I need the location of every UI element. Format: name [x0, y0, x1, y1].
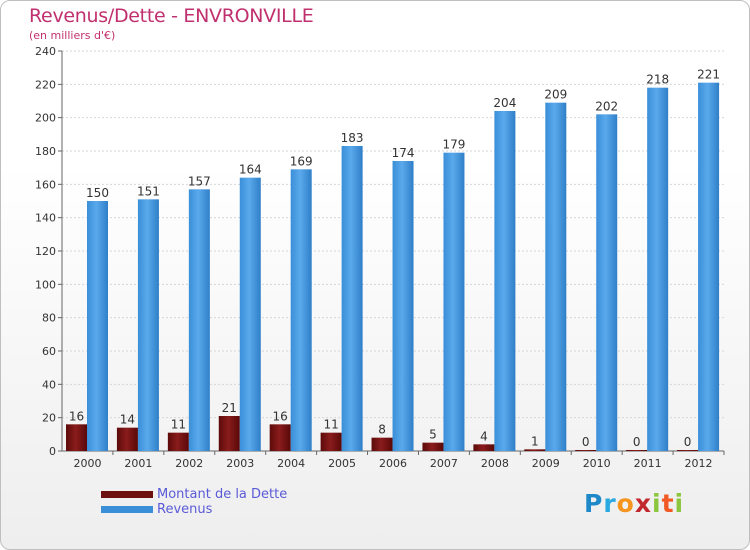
legend-swatch-debt — [101, 491, 153, 498]
y-tick-label: 100 — [35, 278, 56, 291]
data-label-revenue: 164 — [239, 163, 262, 177]
data-label-debt: 5 — [429, 428, 437, 442]
bar-debt — [575, 450, 597, 451]
data-label-revenue: 218 — [646, 73, 669, 87]
data-label-revenue: 179 — [443, 138, 466, 152]
bar-debt — [218, 416, 240, 451]
y-tick-label: 20 — [42, 412, 56, 425]
bar-debt — [626, 450, 648, 451]
x-tick-label: 2011 — [634, 457, 662, 470]
data-label-debt: 16 — [69, 409, 84, 423]
bar-revenue — [392, 161, 414, 451]
data-label-debt: 0 — [582, 435, 590, 449]
x-tick-label: 2007 — [430, 457, 458, 470]
bar-debt — [269, 424, 291, 451]
data-label-debt: 11 — [171, 418, 186, 432]
x-tick-label: 2012 — [685, 457, 713, 470]
bar-revenue — [647, 87, 669, 452]
data-label-debt: 4 — [480, 429, 488, 443]
y-tick-label: 240 — [35, 45, 56, 58]
logo-letter: o — [616, 489, 635, 518]
bar-debt — [320, 432, 342, 451]
y-tick-label: 40 — [42, 378, 56, 391]
x-tick-label: 2002 — [175, 457, 203, 470]
data-label-debt: 21 — [222, 401, 237, 415]
bar-revenue — [596, 114, 618, 451]
chart-title: Revenus/Dette - ENVRONVILLE — [29, 5, 314, 27]
bar-debt — [422, 442, 444, 451]
bar-debt — [677, 450, 699, 451]
legend-item-revenue: Revenus — [101, 502, 212, 517]
logo-letter: i — [652, 489, 662, 518]
chart-subtitle: (en milliers d'€) — [29, 29, 116, 42]
bar-revenue — [239, 177, 261, 451]
data-label-debt: 0 — [684, 435, 692, 449]
data-label-revenue: 202 — [595, 99, 618, 113]
legend-item-debt: Montant de la Dette — [101, 487, 287, 502]
x-tick-label: 2004 — [277, 457, 305, 470]
bar-revenue — [698, 82, 720, 452]
y-tick-label: 80 — [42, 312, 56, 325]
bars — [66, 82, 720, 452]
data-label-revenue: 209 — [544, 88, 567, 102]
x-tick-label: 2003 — [226, 457, 254, 470]
x-tick-label: 2008 — [481, 457, 509, 470]
bar-revenue — [341, 146, 363, 451]
data-label-debt: 14 — [120, 413, 135, 427]
logo-letter: P — [584, 489, 604, 518]
bar-revenue — [290, 169, 312, 452]
proxiti-logo: Proxiti — [584, 489, 684, 518]
bar-debt — [116, 427, 138, 451]
y-tick-label: 160 — [35, 178, 56, 191]
logo-letter: r — [603, 489, 617, 518]
x-tick-label: 2001 — [124, 457, 152, 470]
y-tick-label: 120 — [35, 245, 56, 258]
legend-swatch-revenue — [101, 506, 153, 513]
y-tick-label: 60 — [42, 345, 56, 358]
y-tick-label: 200 — [35, 112, 56, 125]
bar-debt — [66, 424, 87, 451]
bar-revenue — [443, 152, 465, 451]
data-label-debt: 16 — [273, 409, 288, 423]
bar-revenue — [137, 199, 159, 451]
data-labels: 16 150 14 151 11 157 21 164 16 169 11 183 8 174 5 179 4 2… — [69, 68, 720, 449]
data-label-revenue: 204 — [493, 96, 516, 110]
data-label-revenue: 151 — [137, 184, 160, 198]
data-label-revenue: 174 — [392, 146, 415, 160]
bar-debt — [524, 449, 546, 451]
x-tick-label: 2000 — [73, 457, 101, 470]
y-tick-label: 220 — [35, 78, 56, 91]
legend-label-debt: Montant de la Dette — [157, 487, 288, 502]
bar-debt — [371, 437, 393, 451]
y-tick-label: 0 — [49, 445, 56, 458]
data-label-debt: 0 — [633, 435, 641, 449]
bar-debt — [473, 444, 495, 451]
data-label-debt: 8 — [378, 423, 386, 437]
data-label-revenue: 183 — [341, 131, 364, 145]
legend-label-revenue: Revenus — [157, 502, 213, 517]
data-label-revenue: 150 — [86, 186, 109, 200]
bar-revenue — [188, 189, 210, 452]
data-label-debt: 11 — [323, 418, 338, 432]
x-tick-label: 2006 — [379, 457, 407, 470]
bar-debt — [167, 432, 189, 451]
data-label-debt: 1 — [531, 434, 539, 448]
data-label-revenue: 157 — [188, 174, 211, 188]
logo-letter: x — [634, 489, 652, 518]
bar-revenue — [545, 102, 567, 452]
y-tick-label: 180 — [35, 145, 56, 158]
x-tick-label: 2010 — [583, 457, 611, 470]
y-tick-label: 140 — [35, 212, 56, 225]
logo-letter: i — [674, 489, 685, 518]
logo-letter: t — [661, 489, 675, 518]
x-tick-label: 2005 — [328, 457, 356, 470]
bar-revenue — [87, 201, 108, 451]
bar-revenue — [494, 111, 516, 451]
data-label-revenue: 221 — [697, 68, 720, 82]
data-label-revenue: 169 — [290, 154, 313, 168]
x-tick-label: 2009 — [532, 457, 560, 470]
